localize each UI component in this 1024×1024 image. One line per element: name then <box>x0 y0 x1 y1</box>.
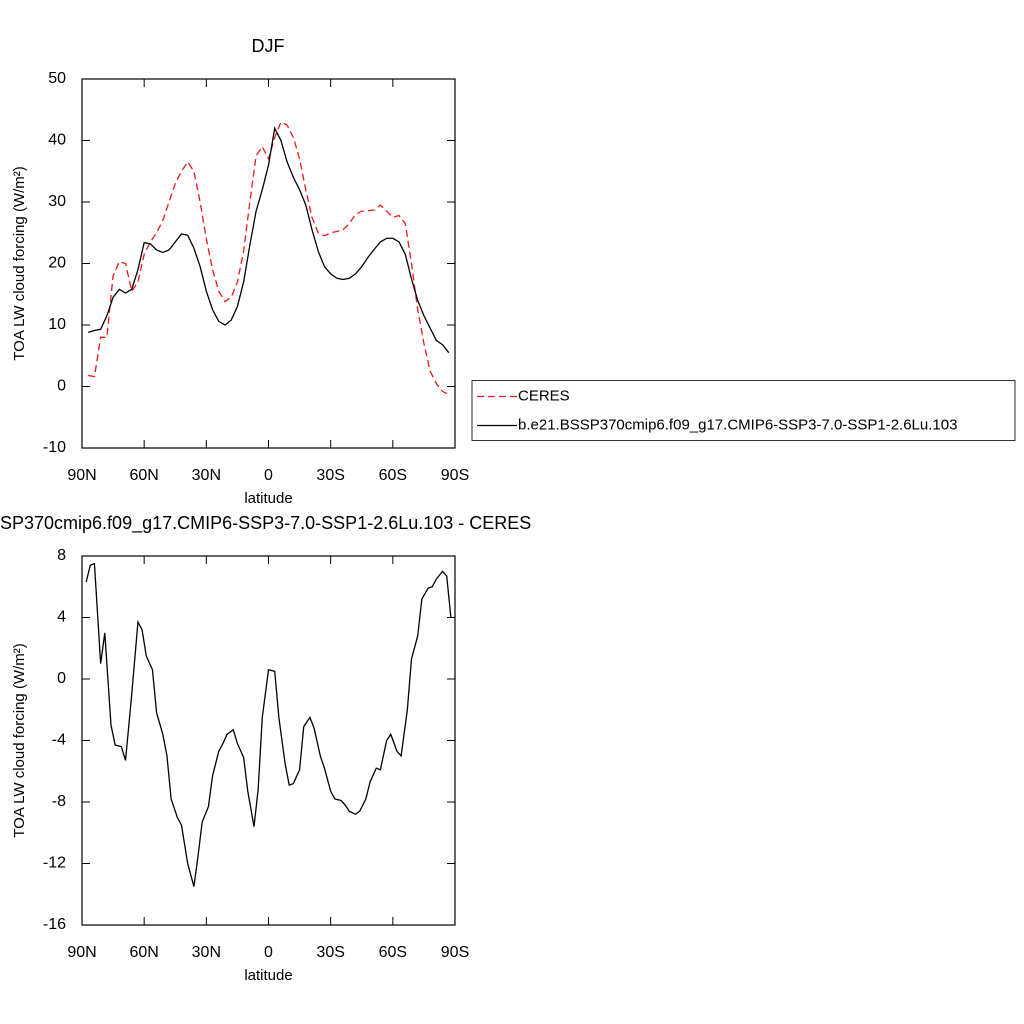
y-tick-label: 0 <box>57 378 66 395</box>
y-tick-label: 30 <box>48 193 66 210</box>
y-tick-label: 4 <box>57 609 66 626</box>
x-tick-label: 0 <box>264 467 273 484</box>
x-tick-label: 60S <box>379 944 407 961</box>
x-tick-label: 30N <box>192 944 221 961</box>
x-tick-label: 60N <box>129 467 158 484</box>
chart-title: SP370cmip6.f09_g17.CMIP6-SSP3-7.0-SSP1-2… <box>0 513 531 534</box>
x-tick-label: 30S <box>316 467 344 484</box>
y-tick-label: -12 <box>43 855 66 872</box>
y-axis-label: TOA LW cloud forcing (W/m²) <box>11 166 28 360</box>
x-axis-label: latitude <box>244 967 292 984</box>
x-tick-label: 60N <box>129 944 158 961</box>
x-tick-label: 30N <box>192 467 221 484</box>
y-tick-label: -4 <box>52 732 66 749</box>
data-line <box>88 121 450 396</box>
y-tick-label: -16 <box>43 916 66 933</box>
plot-frame <box>81 555 456 926</box>
y-tick-label: 20 <box>48 255 66 272</box>
data-line <box>88 126 450 354</box>
x-tick-label: 90S <box>441 467 469 484</box>
y-tick-label: 10 <box>48 316 66 333</box>
data-line <box>85 562 452 887</box>
plot-frame <box>81 78 456 449</box>
legend-label: b.e21.BSSP370cmip6.f09_g17.CMIP6-SSP3-7.… <box>518 416 957 433</box>
x-tick-label: 90N <box>67 467 96 484</box>
x-tick-label: 30S <box>316 944 344 961</box>
x-tick-label: 60S <box>379 467 407 484</box>
y-tick-label: 40 <box>48 132 66 149</box>
y-axis-label: TOA LW cloud forcing (W/m²) <box>11 643 28 837</box>
x-axis-label: latitude <box>244 490 292 507</box>
legend-box <box>471 380 1016 441</box>
legend-label: CERES <box>518 387 570 404</box>
y-tick-label: 50 <box>48 70 66 87</box>
x-tick-label: 90S <box>441 944 469 961</box>
x-tick-label: 90N <box>67 944 96 961</box>
chart-title: DJF <box>252 36 285 56</box>
y-tick-label: -10 <box>43 439 66 456</box>
x-tick-label: 0 <box>264 944 273 961</box>
y-tick-label: 0 <box>57 670 66 687</box>
y-tick-label: 8 <box>57 547 66 564</box>
y-tick-label: -8 <box>52 793 66 810</box>
